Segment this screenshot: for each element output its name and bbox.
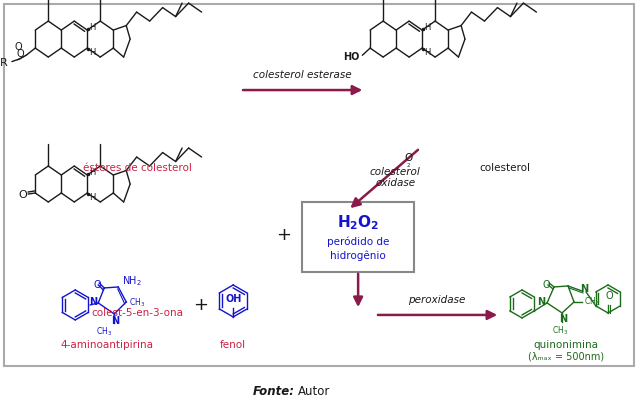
- Text: O: O: [19, 190, 27, 200]
- Text: CH$_3$: CH$_3$: [552, 325, 568, 337]
- Text: CH$_3$: CH$_3$: [584, 296, 600, 308]
- Text: OH: OH: [225, 294, 242, 304]
- Text: Autor: Autor: [298, 385, 330, 399]
- Text: $_2$: $_2$: [406, 161, 411, 170]
- Text: HO: HO: [343, 52, 359, 62]
- Text: H: H: [89, 22, 96, 32]
- Text: N: N: [580, 284, 588, 294]
- Text: O: O: [17, 49, 24, 59]
- Text: N: N: [89, 297, 97, 307]
- Text: colesterol: colesterol: [370, 167, 420, 177]
- Text: N: N: [537, 297, 545, 307]
- FancyBboxPatch shape: [302, 202, 414, 272]
- Text: fenol: fenol: [220, 340, 246, 350]
- Text: colesterol esterase: colesterol esterase: [253, 70, 351, 80]
- Text: peroxidase: peroxidase: [408, 295, 466, 305]
- Text: NH$_2$: NH$_2$: [122, 274, 142, 288]
- Text: H: H: [89, 48, 96, 57]
- Text: R: R: [0, 58, 8, 67]
- Text: colesterol: colesterol: [479, 163, 530, 173]
- Text: H: H: [424, 48, 431, 57]
- Text: H: H: [89, 168, 96, 176]
- Text: colest-5-en-3-ona: colest-5-en-3-ona: [91, 308, 183, 318]
- Text: O: O: [605, 291, 613, 301]
- Text: N: N: [111, 316, 119, 326]
- Text: N: N: [559, 314, 567, 324]
- Text: O: O: [404, 153, 412, 163]
- Text: +: +: [193, 296, 208, 314]
- Text: CH$_3$: CH$_3$: [129, 297, 146, 310]
- Text: O: O: [15, 42, 22, 52]
- Text: +: +: [275, 226, 291, 244]
- Text: CH$_3$: CH$_3$: [96, 326, 112, 338]
- Text: Fonte:: Fonte:: [253, 385, 295, 399]
- Text: O: O: [543, 280, 550, 290]
- FancyBboxPatch shape: [4, 4, 634, 366]
- Text: 4-aminoantipirina: 4-aminoantipirina: [61, 340, 154, 350]
- Text: quinonimina: quinonimina: [534, 340, 599, 350]
- Text: ésteres de colesterol: ésteres de colesterol: [83, 163, 192, 173]
- Text: oxidase: oxidase: [375, 178, 415, 188]
- Text: O: O: [93, 280, 101, 290]
- Text: H: H: [89, 192, 96, 201]
- Text: peródido de
hidrogênio: peródido de hidrogênio: [327, 237, 389, 261]
- Text: (λₘₐₓ = 500nm): (λₘₐₓ = 500nm): [528, 352, 604, 362]
- Text: $\mathbf{H_2O_2}$: $\mathbf{H_2O_2}$: [337, 214, 380, 232]
- Text: H: H: [424, 22, 431, 32]
